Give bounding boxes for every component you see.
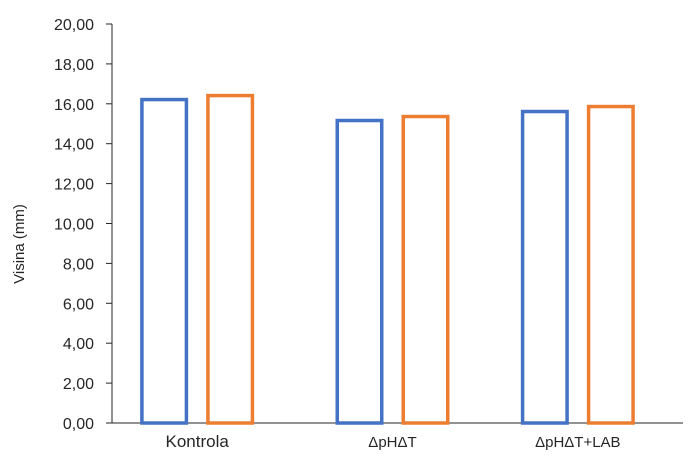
y-tick-label: 6,00 (63, 296, 94, 313)
y-tick-label: 4,00 (63, 336, 94, 353)
y-axis-title-group: Visina (mm) (11, 204, 28, 284)
x-tick-label: ΔpHΔT+LAB (535, 434, 621, 451)
x-tick-label: Kontrola (166, 432, 230, 451)
y-tick-label: 20,00 (54, 17, 94, 34)
y-tick-label: 18,00 (54, 57, 94, 74)
y-tick-label: 10,00 (54, 217, 94, 234)
y-tick-label: 8,00 (63, 256, 94, 273)
bar-orange-2 (586, 104, 635, 425)
y-tick-label: 14,00 (54, 137, 94, 154)
bars (140, 93, 635, 425)
y-axis: 0,00 2,00 4,00 6,00 8,00 10,00 12,00 14,00 16,00… (54, 17, 113, 433)
y-tick-label: 16,00 (54, 97, 94, 114)
y-tick-label: 2,00 (63, 376, 94, 393)
y-axis-title: Visina (mm) (11, 204, 28, 284)
x-tick-labels: Kontrola ΔpHΔT ΔpHΔT+LAB (166, 432, 621, 451)
bar-blue-1 (335, 118, 384, 425)
x-tick-label: ΔpHΔT (368, 434, 416, 451)
y-tick-label: 0,00 (63, 416, 94, 433)
bar-blue-2 (520, 109, 569, 425)
bar-orange-0 (206, 93, 255, 425)
bar-orange-1 (401, 114, 450, 425)
bar-blue-0 (140, 97, 189, 425)
y-tick-label: 12,00 (54, 177, 94, 194)
